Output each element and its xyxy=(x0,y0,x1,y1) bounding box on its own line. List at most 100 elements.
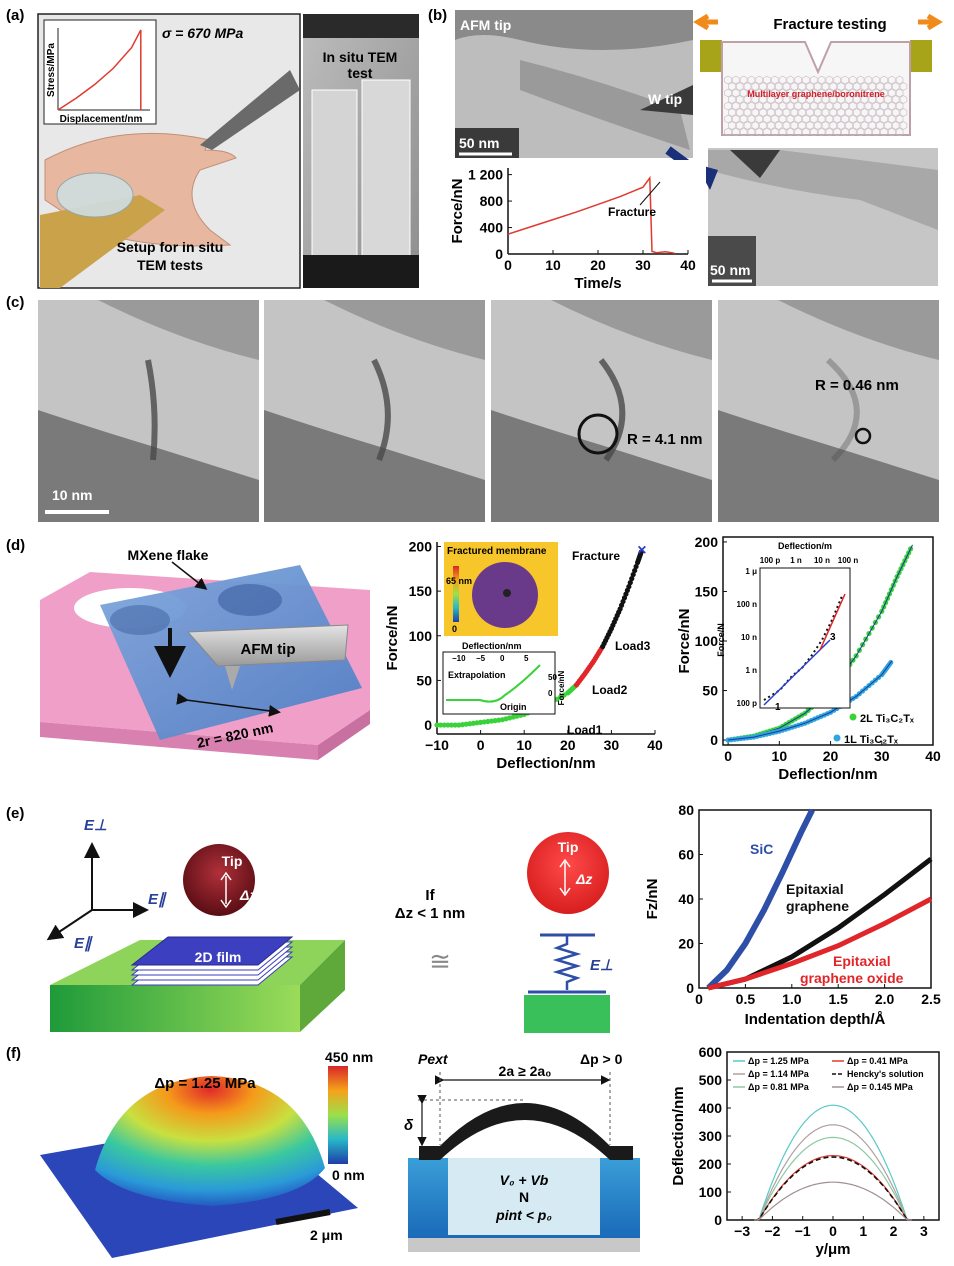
hex-cell xyxy=(778,101,787,111)
hex-cell xyxy=(743,108,752,117)
deflection-curve-3 xyxy=(754,1154,912,1221)
hex-cell xyxy=(724,101,732,111)
hex-cell xyxy=(895,75,904,85)
hex-cell xyxy=(794,75,802,85)
scale-bar-c-label: 10 nm xyxy=(52,487,92,503)
y-tick-label: 300 xyxy=(699,1128,723,1144)
membrane-edges xyxy=(419,1146,633,1160)
hex-cell xyxy=(771,127,779,137)
legend-2l-dot xyxy=(849,713,857,721)
right-grip xyxy=(910,40,932,72)
hex-cell xyxy=(880,75,888,85)
hex-cell xyxy=(833,127,841,137)
hex-cell xyxy=(891,108,900,117)
hex-cell xyxy=(774,108,783,117)
axis-par-2 xyxy=(46,909,93,941)
panel-b: (b) AFM tip W tip 50 nm Fracture testing… xyxy=(428,7,943,292)
x-axis-label: Time/s xyxy=(574,275,621,292)
hex-cell xyxy=(825,101,834,111)
log-xtick: 10 n xyxy=(814,556,830,565)
spring-e-label: E⊥ xyxy=(590,957,613,974)
hex-cell xyxy=(802,114,810,124)
hex-cell xyxy=(763,114,771,124)
hex-cell xyxy=(735,108,744,117)
hex-cell xyxy=(747,101,756,111)
panel-f: (f) Δp = 1.25 MPa 450 nm 0 nm 2 μm Pext … xyxy=(6,1044,940,1258)
x-tick-label: 2.0 xyxy=(875,991,895,1007)
hex-cell xyxy=(821,82,830,91)
hex-cell xyxy=(747,88,756,98)
log-inset xyxy=(759,567,851,709)
y-tick-label: 200 xyxy=(699,1156,723,1172)
fractured-label: Fractured membrane xyxy=(447,546,547,557)
y-tick-label: 400 xyxy=(699,1100,723,1116)
log-ytick: 1 μ xyxy=(745,567,757,576)
hex-cell xyxy=(852,82,861,91)
y-axis-label: Deflection/nm xyxy=(670,1086,687,1185)
x-tick-label: 3 xyxy=(920,1223,928,1239)
hex-cell xyxy=(864,101,873,111)
scale-bar-2-label: 50 nm xyxy=(710,262,750,278)
x-tick-label: 0 xyxy=(724,748,732,764)
hex-cell xyxy=(845,95,853,104)
tem-lower-region xyxy=(264,410,485,522)
scale-bar-box-2 xyxy=(708,236,756,286)
hex-cell xyxy=(825,75,834,85)
panel-c: (c) 10 nm R = 4.1 nm R = 0.46 nm xyxy=(6,294,939,522)
force-point xyxy=(638,549,644,555)
x-tick-label: 30 xyxy=(604,737,620,753)
colorbar-f-bottom: 0 nm xyxy=(332,1167,365,1183)
hex-cell xyxy=(837,95,845,104)
load2-label: Load2 xyxy=(592,683,628,697)
indent-curve-1 xyxy=(707,857,933,991)
condition-1: If xyxy=(425,887,435,904)
x-tick-label: 40 xyxy=(647,737,663,753)
extrap-xtick: 5 xyxy=(524,654,529,663)
extrap-xtick: −5 xyxy=(476,654,486,663)
x-tick-label: 10 xyxy=(545,257,561,273)
hex-cell xyxy=(806,121,814,130)
approx-sign: ≅ xyxy=(429,946,451,976)
x-tick-label: 20 xyxy=(823,748,839,764)
substrate-side-e xyxy=(300,940,345,1032)
y-tick-label: 400 xyxy=(480,220,504,236)
colorbar-f xyxy=(328,1066,348,1164)
legend-entry: Δp = 0.145 MPa xyxy=(847,1082,914,1092)
hex-cell xyxy=(899,121,908,130)
tem-bridge xyxy=(825,357,860,463)
hex-cell xyxy=(888,88,896,98)
hex-cell xyxy=(829,121,838,130)
x-axis-label: Indentation depth/Å xyxy=(745,1011,886,1028)
hex-cell xyxy=(837,108,845,117)
dp-positive-label: Δp > 0 xyxy=(580,1051,623,1067)
deflection-curve-2 xyxy=(754,1136,912,1221)
hex-cell xyxy=(817,88,826,98)
hex-cell xyxy=(880,101,888,111)
hex-cell xyxy=(845,108,853,117)
hex-cell xyxy=(895,127,904,137)
fracture-marker: × xyxy=(637,542,646,559)
y-axis-label: Fz/nN xyxy=(644,879,661,920)
indent-curve-0 xyxy=(706,808,815,991)
hex-cell xyxy=(735,95,744,104)
hex-cell xyxy=(895,101,904,111)
hex-cell xyxy=(763,101,771,111)
hex-cell xyxy=(763,88,771,98)
hex-cell xyxy=(829,108,838,117)
log-xtick: 100 p xyxy=(760,556,781,565)
hex-cell xyxy=(798,121,806,130)
log-ylabel: Force/N xyxy=(716,623,726,657)
hex-cell xyxy=(821,121,830,130)
force-point xyxy=(633,563,639,570)
flake-dimple-1 xyxy=(218,584,282,616)
hex-cell xyxy=(759,82,767,91)
material-label: Multilayer graphene/boronitrene xyxy=(747,89,885,99)
y-tick-label: 150 xyxy=(695,583,719,599)
log-xtick: 100 n xyxy=(838,556,859,565)
stress-curve xyxy=(57,29,142,111)
force-point xyxy=(445,722,451,728)
y-tick-label: 100 xyxy=(699,1184,723,1200)
log-mark-1: 1 xyxy=(775,702,781,713)
hex-cell xyxy=(872,127,880,137)
force-point xyxy=(626,584,632,590)
